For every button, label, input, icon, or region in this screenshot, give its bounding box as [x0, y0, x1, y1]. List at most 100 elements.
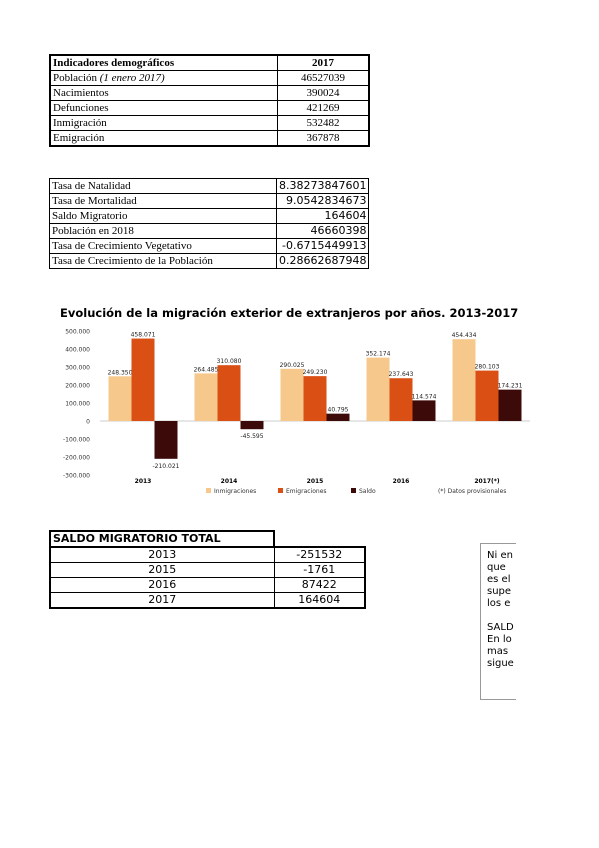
legend-label: Inmigraciones — [214, 488, 256, 495]
rates-table: Tasa de Natalidad 8.38273847601 Tasa de … — [49, 178, 370, 269]
chart-note: (*) Datos provisionales — [438, 488, 506, 495]
bar-inmigraciones — [366, 357, 390, 421]
row-year: 2015 — [49, 562, 275, 578]
row-value: 421269 — [277, 100, 370, 116]
row-label: Tasa de Natalidad — [49, 178, 277, 194]
side-text-line: los e — [487, 598, 511, 609]
row-value: 0.28662687948 — [275, 253, 370, 269]
table-row: Nacimientos 390024 — [49, 85, 370, 101]
row-label: Defunciones — [49, 100, 278, 116]
row-label: Población (1 enero 2017) — [49, 70, 278, 86]
y-tick-label: 0 — [86, 419, 90, 426]
row-label: Nacimientos — [49, 85, 278, 101]
row-value: -251532 — [273, 546, 366, 563]
row-year: 2016 — [49, 577, 275, 593]
bar-saldo — [154, 421, 178, 459]
row-year: 2013 — [49, 546, 275, 563]
row-value: -1761 — [273, 562, 366, 578]
x-tick-label: 2015 — [307, 478, 324, 485]
bar-saldo — [240, 421, 264, 430]
row-label: Tasa de Crecimiento de la Población — [49, 253, 277, 269]
chart-title: Evolución de la migración exterior de ex… — [60, 306, 518, 320]
bar-inmigraciones — [280, 368, 304, 421]
data-label: 352.174 — [366, 351, 391, 358]
data-label: 290.025 — [280, 362, 305, 369]
table-row: Población (1 enero 2017) 46527039 — [49, 70, 370, 86]
bar-inmigraciones — [452, 339, 476, 421]
table-header-row: Indicadores demográficos 2017 — [49, 54, 370, 71]
header-label: SALDO MIGRATORIO TOTAL — [49, 530, 275, 548]
table-row: 2015 -1761 — [49, 562, 366, 578]
row-label: Inmigración — [49, 115, 278, 131]
legend-swatch — [278, 488, 283, 493]
bar-saldo — [326, 413, 350, 421]
x-tick-label: 2014 — [221, 478, 238, 485]
header-empty-cell — [274, 531, 365, 548]
legend-swatch — [206, 488, 211, 493]
table-row: Población en 2018 46660398 — [49, 223, 370, 239]
data-label: 174.231 — [498, 383, 523, 390]
bar-saldo — [498, 389, 522, 421]
bar-emigraciones — [303, 376, 327, 421]
side-text-line: mas — [487, 646, 509, 657]
bar-emigraciones — [217, 365, 241, 421]
row-value: 87422 — [273, 577, 366, 593]
table-row: Tasa de Crecimiento Vegetativo -0.671544… — [49, 238, 370, 254]
data-label: -45.595 — [240, 433, 263, 440]
total-migration-balance-table: SALDO MIGRATORIO TOTAL 2013 -251532 2015… — [49, 530, 366, 609]
y-tick-label: 300.000 — [65, 365, 90, 372]
y-tick-label: 200.000 — [65, 383, 90, 390]
data-label: 310.080 — [217, 358, 242, 365]
row-label: Población en 2018 — [49, 223, 277, 239]
row-value: 390024 — [277, 85, 370, 101]
legend-label: Saldo — [359, 488, 376, 495]
row-value: 532482 — [277, 115, 370, 131]
bar-emigraciones — [131, 338, 155, 421]
row-value: 367878 — [277, 130, 370, 147]
row-year: 2017 — [49, 592, 275, 609]
data-label: -210.021 — [153, 463, 180, 470]
bar-emigraciones — [475, 370, 499, 421]
side-text-line: que — [487, 562, 506, 573]
row-label: Emigración — [49, 130, 278, 147]
table-row: Defunciones 421269 — [49, 100, 370, 116]
row-value: 164604 — [275, 208, 370, 224]
x-tick-label: 2017(*) — [474, 478, 500, 485]
data-label: 237.643 — [389, 371, 414, 378]
row-value: 46527039 — [277, 70, 370, 86]
y-tick-label: -200.000 — [63, 455, 90, 462]
bar-emigraciones — [389, 378, 413, 421]
y-tick-label: 100.000 — [65, 401, 90, 408]
side-text-line: supe — [487, 586, 512, 597]
table-header-row: SALDO MIGRATORIO TOTAL — [49, 530, 365, 548]
table-row: Saldo Migratorio 164604 — [49, 208, 370, 224]
migration-bar-chart: Evolución de la migración exterior de ex… — [60, 306, 530, 495]
row-label: Tasa de Crecimiento Vegetativo — [49, 238, 277, 254]
legend-swatch — [351, 488, 356, 493]
side-text-line: Ni en — [487, 550, 513, 561]
table-row: 2013 -251532 — [49, 546, 366, 563]
table-row: Tasa de Natalidad 8.38273847601 — [49, 178, 370, 194]
row-value: 9.0542834673 — [275, 193, 370, 209]
side-text-line: SALD — [487, 622, 514, 633]
row-label: Tasa de Mortalidad — [49, 193, 277, 209]
row-label: Saldo Migratorio — [49, 208, 277, 224]
table-row: Tasa de Crecimiento de la Población 0.28… — [49, 253, 370, 269]
data-label: 458.071 — [131, 332, 156, 339]
y-tick-label: -300.000 — [63, 473, 90, 480]
legend-label: Emigraciones — [286, 488, 327, 495]
y-tick-label: 400.000 — [65, 347, 90, 354]
header-label: Indicadores demográficos — [49, 54, 278, 71]
y-tick-label: -100.000 — [63, 437, 90, 444]
table-row: Tasa de Mortalidad 9.0542834673 — [49, 193, 370, 209]
side-text-line: es el — [487, 574, 511, 585]
row-value: 46660398 — [275, 223, 370, 239]
data-label: 264.485 — [194, 366, 219, 373]
data-label: 248.350 — [108, 369, 133, 376]
header-year: 2017 — [277, 54, 370, 71]
data-label: 249.230 — [303, 369, 328, 376]
table-row: 2017 164604 — [49, 592, 366, 609]
side-text-line: En lo — [487, 634, 512, 645]
demographic-indicators-table: Indicadores demográficos 2017 Población … — [49, 54, 370, 147]
table-row: 2016 87422 — [49, 577, 366, 593]
